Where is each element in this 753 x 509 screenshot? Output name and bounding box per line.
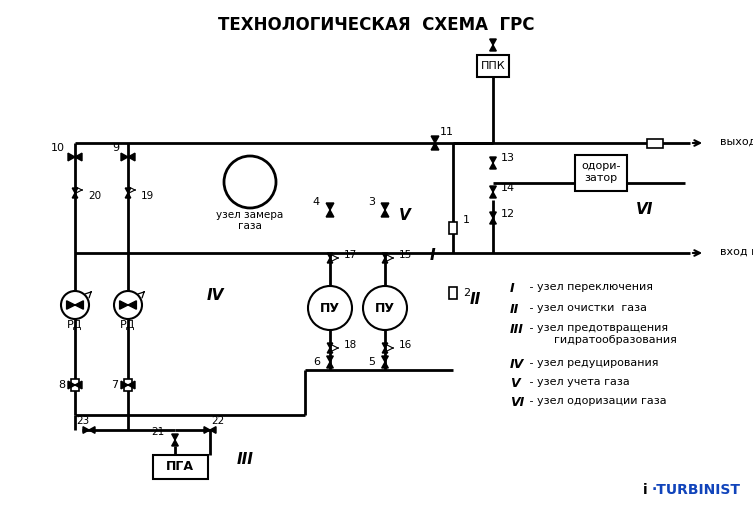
Polygon shape [72,188,78,198]
Text: ·TURBINIST: ·TURBINIST [652,483,741,497]
Bar [449,222,457,234]
Text: I: I [510,282,514,295]
Polygon shape [489,186,496,198]
Text: ППК: ППК [480,61,505,71]
Polygon shape [172,434,178,446]
Text: IV: IV [510,358,524,371]
Text: 6: 6 [313,357,320,367]
Text: i: i [643,483,648,497]
Bar [575,155,627,191]
Text: VI: VI [636,203,654,217]
Text: - узел редуцирования: - узел редуцирования [526,358,659,368]
Text: 4: 4 [313,197,320,207]
Text: - узел учета газа: - узел учета газа [526,377,630,387]
Text: III: III [510,323,524,336]
Polygon shape [431,136,439,150]
Text: ПУ: ПУ [320,301,340,315]
Text: 18: 18 [344,340,357,350]
Text: II: II [469,293,480,307]
Text: 12: 12 [501,209,515,219]
Bar [71,379,79,391]
Polygon shape [327,356,334,368]
Circle shape [308,286,352,330]
Bar [124,379,132,391]
Text: ПУ: ПУ [375,301,395,315]
Bar [449,287,457,299]
Text: - узел предотвращения
        гидратообразования: - узел предотвращения гидратообразования [526,323,677,345]
Text: ПГА: ПГА [166,461,194,473]
Text: 3: 3 [368,197,375,207]
Polygon shape [121,153,135,161]
Polygon shape [489,212,496,224]
Polygon shape [328,343,333,353]
Text: 15: 15 [399,250,412,260]
Polygon shape [121,381,135,389]
Polygon shape [489,39,496,51]
Text: - узел переключения: - узел переключения [526,282,653,292]
Polygon shape [383,253,388,263]
Text: газа: газа [238,221,262,231]
Text: 22: 22 [212,416,224,426]
Polygon shape [68,153,82,161]
Text: вход газа: вход газа [720,247,753,257]
Text: 11: 11 [440,127,454,137]
Text: - узел одоризации газа: - узел одоризации газа [526,396,666,406]
Text: 21: 21 [152,427,165,437]
Text: 2: 2 [463,288,470,298]
Text: 13: 13 [501,153,515,163]
Circle shape [224,156,276,208]
Polygon shape [381,203,389,217]
Text: V: V [399,208,411,222]
Text: II: II [510,303,520,316]
Polygon shape [328,253,333,263]
Circle shape [114,291,142,319]
Polygon shape [383,343,388,353]
Text: - узел очистки  газа: - узел очистки газа [526,303,647,313]
Bar [647,138,663,148]
Text: III: III [236,453,254,467]
Text: 20: 20 [88,191,101,201]
Polygon shape [125,188,131,198]
Text: 17: 17 [344,250,357,260]
Polygon shape [120,301,136,309]
Text: V: V [510,377,520,390]
Text: IV: IV [206,288,224,302]
Text: затор: затор [584,173,617,183]
Text: РД: РД [120,320,136,330]
Polygon shape [382,356,389,368]
Text: 7: 7 [111,380,118,390]
Text: 5: 5 [368,357,375,367]
Circle shape [61,291,89,319]
Bar [477,55,509,77]
Polygon shape [68,381,82,389]
Polygon shape [326,203,334,217]
Bar [153,455,208,479]
Text: 14: 14 [501,183,515,193]
Text: 9: 9 [112,143,119,153]
Polygon shape [204,427,216,433]
Polygon shape [83,427,95,433]
Text: РД: РД [67,320,83,330]
Text: VI: VI [510,396,524,409]
Text: одори-: одори- [581,161,620,171]
Polygon shape [489,157,496,169]
Circle shape [363,286,407,330]
Text: 1: 1 [463,215,470,225]
Text: ТЕХНОЛОГИЧЕСКАЯ  СХЕМА  ГРС: ТЕХНОЛОГИЧЕСКАЯ СХЕМА ГРС [218,16,534,34]
Text: I: I [429,247,434,263]
Text: 8: 8 [58,380,65,390]
Text: 23: 23 [76,416,90,426]
Text: выход газа: выход газа [720,137,753,147]
Text: 19: 19 [141,191,154,201]
Text: 16: 16 [399,340,412,350]
Text: узел замера: узел замера [216,210,284,220]
Polygon shape [66,301,84,309]
Text: 10: 10 [51,143,65,153]
